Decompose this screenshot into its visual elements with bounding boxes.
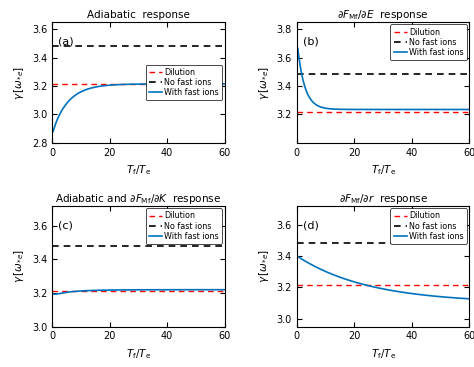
With fast ions — [155, 287, 160, 292]
With fast ions — [50, 292, 56, 296]
Dilution — [297, 109, 302, 114]
With fast ions — [52, 292, 57, 297]
Dilution — [49, 288, 55, 293]
With fast ions — [180, 82, 186, 86]
With fast ions — [181, 287, 186, 292]
With fast ions — [425, 107, 431, 112]
Line: With fast ions: With fast ions — [53, 84, 225, 131]
Legend: Dilution, No fast ions, With fast ions: Dilution, No fast ions, With fast ions — [146, 208, 222, 244]
With fast ions — [466, 297, 472, 301]
Line: With fast ions: With fast ions — [298, 257, 469, 299]
With fast ions — [305, 93, 311, 98]
With fast ions — [222, 82, 228, 86]
No fast ions — [49, 243, 55, 248]
No fast ions — [49, 44, 55, 48]
With fast ions — [394, 107, 400, 112]
With fast ions — [61, 291, 66, 295]
Y-axis label: $\gamma\,[\omega_{*e}]$: $\gamma\,[\omega_{*e}]$ — [12, 249, 27, 283]
No fast ions — [52, 243, 58, 248]
Dilution — [297, 283, 302, 287]
Title: Adiabatic  response: Adiabatic response — [87, 10, 190, 20]
With fast ions — [443, 295, 448, 299]
With fast ions — [159, 82, 165, 86]
Text: (d): (d) — [302, 220, 319, 230]
Y-axis label: $\gamma\,[\omega_{*e}]$: $\gamma\,[\omega_{*e}]$ — [12, 65, 27, 99]
With fast ions — [198, 82, 203, 86]
X-axis label: $T_{\mathrm{f}}/T_{\mathrm{e}}$: $T_{\mathrm{f}}/T_{\mathrm{e}}$ — [371, 347, 396, 361]
Y-axis label: $\gamma\,[\omega_{*e}]$: $\gamma\,[\omega_{*e}]$ — [257, 249, 271, 283]
Title: $\partial F_{\mathrm{Mf}}/\partial r$  response: $\partial F_{\mathrm{Mf}}/\partial r$ re… — [338, 192, 428, 206]
Line: With fast ions: With fast ions — [53, 290, 225, 294]
Dilution — [294, 109, 300, 114]
With fast ions — [150, 288, 155, 292]
With fast ions — [394, 289, 400, 294]
No fast ions — [297, 72, 302, 76]
With fast ions — [50, 129, 56, 134]
With fast ions — [399, 290, 405, 294]
With fast ions — [425, 293, 431, 298]
With fast ions — [295, 254, 301, 259]
With fast ions — [404, 107, 410, 112]
Title: Adiabatic and $\partial F_{\mathrm{Mf}}/\partial K$  response: Adiabatic and $\partial F_{\mathrm{Mf}}/… — [55, 192, 221, 206]
X-axis label: $T_{\mathrm{f}}/T_{\mathrm{e}}$: $T_{\mathrm{f}}/T_{\mathrm{e}}$ — [126, 163, 151, 177]
Y-axis label: $\gamma\,[\omega_{*e}]$: $\gamma\,[\omega_{*e}]$ — [257, 65, 271, 99]
Text: (a): (a) — [58, 37, 73, 47]
With fast ions — [61, 106, 66, 110]
Text: (c): (c) — [58, 220, 73, 230]
With fast ions — [443, 107, 448, 112]
Dilution — [52, 288, 58, 293]
With fast ions — [154, 82, 160, 86]
No fast ions — [294, 241, 300, 245]
No fast ions — [297, 241, 302, 245]
With fast ions — [150, 82, 155, 86]
With fast ions — [295, 46, 301, 51]
With fast ions — [466, 107, 472, 112]
Text: (b): (b) — [302, 37, 319, 47]
No fast ions — [294, 72, 300, 76]
X-axis label: $T_{\mathrm{f}}/T_{\mathrm{e}}$: $T_{\mathrm{f}}/T_{\mathrm{e}}$ — [126, 347, 151, 361]
Dilution — [49, 82, 55, 86]
X-axis label: $T_{\mathrm{f}}/T_{\mathrm{e}}$: $T_{\mathrm{f}}/T_{\mathrm{e}}$ — [371, 163, 396, 177]
With fast ions — [399, 107, 405, 112]
With fast ions — [305, 261, 311, 265]
With fast ions — [160, 287, 165, 292]
Legend: Dilution, No fast ions, With fast ions: Dilution, No fast ions, With fast ions — [146, 65, 222, 101]
Dilution — [52, 82, 58, 86]
Line: With fast ions: With fast ions — [298, 48, 469, 109]
Title: $\partial F_{\mathrm{Mf}}/\partial E$  response: $\partial F_{\mathrm{Mf}}/\partial E$ re… — [337, 8, 429, 22]
With fast ions — [198, 287, 204, 292]
Legend: Dilution, No fast ions, With fast ions: Dilution, No fast ions, With fast ions — [391, 208, 467, 244]
Dilution — [294, 283, 300, 287]
Legend: Dilution, No fast ions, With fast ions: Dilution, No fast ions, With fast ions — [391, 25, 467, 60]
With fast ions — [404, 291, 410, 295]
No fast ions — [52, 44, 58, 48]
With fast ions — [222, 287, 228, 292]
